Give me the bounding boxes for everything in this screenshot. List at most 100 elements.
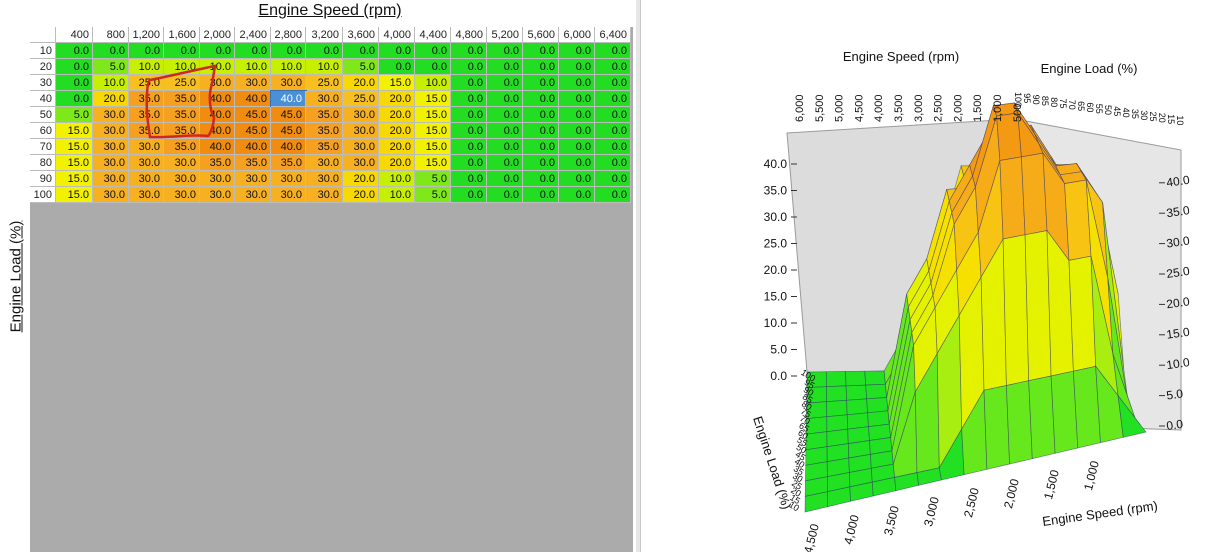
row-header[interactable]: 90 (30, 171, 56, 187)
table-cell[interactable]: 0.0 (56, 75, 93, 91)
table-cell[interactable]: 20.0 (379, 107, 415, 123)
column-header[interactable]: 6,000 (559, 27, 595, 43)
table-cell[interactable]: 0.0 (487, 139, 523, 155)
table-cell[interactable]: 0.0 (56, 59, 93, 75)
table-cell[interactable]: 25.0 (129, 75, 164, 91)
table-cell[interactable]: 0.0 (451, 123, 487, 139)
table-cell[interactable]: 0.0 (523, 139, 559, 155)
table-cell[interactable]: 0.0 (595, 43, 631, 59)
table-cell[interactable]: 45.0 (271, 123, 306, 139)
table-cell[interactable]: 40.0 (200, 123, 235, 139)
table-cell[interactable]: 0.0 (415, 43, 451, 59)
table-cell[interactable]: 35.0 (129, 123, 164, 139)
column-header[interactable]: 3,600 (343, 27, 379, 43)
table-cell[interactable]: 30.0 (200, 75, 235, 91)
table-cell[interactable]: 0.0 (487, 43, 523, 59)
table-cell[interactable]: 5.0 (415, 187, 451, 203)
table-cell[interactable]: 20.0 (379, 91, 415, 107)
table-cell[interactable]: 0.0 (487, 123, 523, 139)
row-header[interactable]: 20 (30, 59, 56, 75)
table-cell[interactable]: 0.0 (595, 155, 631, 171)
table-cell[interactable]: 30.0 (306, 171, 343, 187)
column-header[interactable]: 5,600 (523, 27, 559, 43)
table-cell[interactable]: 30.0 (164, 171, 200, 187)
panel-splitter[interactable] (636, 0, 640, 552)
table-cell[interactable]: 35.0 (164, 91, 200, 107)
table-cell[interactable]: 0.0 (559, 187, 595, 203)
table-cell[interactable]: 0.0 (487, 187, 523, 203)
table-cell[interactable]: 15.0 (56, 155, 93, 171)
row-header[interactable]: 70 (30, 139, 56, 155)
table-cell[interactable]: 0.0 (595, 139, 631, 155)
table-cell[interactable]: 15.0 (56, 123, 93, 139)
table-cell[interactable]: 30.0 (93, 187, 129, 203)
table-cell[interactable]: 35.0 (164, 139, 200, 155)
table-cell[interactable]: 0.0 (487, 155, 523, 171)
table-cell[interactable]: 35.0 (129, 91, 164, 107)
column-header[interactable]: 4,400 (415, 27, 451, 43)
table-cell[interactable]: 30.0 (129, 171, 164, 187)
table-cell[interactable]: 35.0 (164, 123, 200, 139)
table-cell[interactable]: 0.0 (235, 43, 271, 59)
table-cell[interactable]: 15.0 (415, 91, 451, 107)
table-cell[interactable]: 40.0 (235, 139, 271, 155)
table-cell[interactable]: 20.0 (343, 75, 379, 91)
table-cell[interactable]: 10.0 (164, 59, 200, 75)
table-cell[interactable]: 5.0 (415, 171, 451, 187)
table-cell[interactable]: 10.0 (200, 59, 235, 75)
column-header[interactable]: 2,400 (235, 27, 271, 43)
table-cell[interactable]: 0.0 (523, 187, 559, 203)
table-cell[interactable]: 10.0 (306, 59, 343, 75)
table-cell[interactable]: 45.0 (271, 107, 306, 123)
table-cell[interactable]: 30.0 (93, 123, 129, 139)
table-cell[interactable]: 30.0 (129, 155, 164, 171)
row-header[interactable]: 30 (30, 75, 56, 91)
table-cell[interactable]: 40.0 (200, 139, 235, 155)
table-cell[interactable]: 0.0 (164, 43, 200, 59)
table-cell[interactable]: 10.0 (129, 59, 164, 75)
table-cell[interactable]: 0.0 (523, 43, 559, 59)
table-cell[interactable]: 10.0 (235, 59, 271, 75)
table-cell[interactable]: 30.0 (93, 155, 129, 171)
table-cell[interactable]: 15.0 (379, 75, 415, 91)
table-cell[interactable]: 15.0 (56, 171, 93, 187)
table-cell[interactable]: 40.0 (270, 90, 307, 108)
table-cell[interactable]: 30.0 (343, 123, 379, 139)
table-cell[interactable]: 15.0 (415, 139, 451, 155)
row-header[interactable]: 80 (30, 155, 56, 171)
table-cell[interactable]: 20.0 (343, 187, 379, 203)
table-cell[interactable]: 0.0 (559, 155, 595, 171)
table-cell[interactable]: 0.0 (595, 75, 631, 91)
table-cell[interactable]: 0.0 (271, 43, 306, 59)
table-cell[interactable]: 15.0 (415, 107, 451, 123)
table-cell[interactable]: 15.0 (415, 123, 451, 139)
column-header[interactable]: 6,400 (595, 27, 631, 43)
column-header[interactable]: 1,600 (164, 27, 200, 43)
table-cell[interactable]: 30.0 (235, 75, 271, 91)
table-cell[interactable]: 20.0 (379, 155, 415, 171)
table-cell[interactable]: 0.0 (451, 59, 487, 75)
table-cell[interactable]: 35.0 (129, 107, 164, 123)
table-cell[interactable]: 15.0 (56, 187, 93, 203)
table-cell[interactable]: 0.0 (523, 59, 559, 75)
column-header[interactable]: 4,800 (451, 27, 487, 43)
surface-chart[interactable]: 0.0 5.0 10.0 15.0 20.0 25.0 30.0 35.0 40.0 0.0 5.0… (641, 0, 1216, 552)
table-cell[interactable]: 20.0 (379, 123, 415, 139)
table-cell[interactable]: 30.0 (129, 187, 164, 203)
table-cell[interactable]: 0.0 (56, 91, 93, 107)
table-cell[interactable]: 30.0 (343, 139, 379, 155)
table-cell[interactable]: 0.0 (451, 155, 487, 171)
table-cell[interactable]: 0.0 (595, 187, 631, 203)
table-cell[interactable]: 30.0 (93, 107, 129, 123)
table-cell[interactable]: 0.0 (559, 107, 595, 123)
table-cell[interactable]: 0.0 (559, 171, 595, 187)
table-cell[interactable]: 0.0 (559, 75, 595, 91)
table-cell[interactable]: 0.0 (487, 107, 523, 123)
table-cell[interactable]: 0.0 (487, 171, 523, 187)
table-cell[interactable]: 0.0 (451, 187, 487, 203)
table-cell[interactable]: 0.0 (451, 43, 487, 59)
table-cell[interactable]: 30.0 (271, 187, 306, 203)
column-header[interactable]: 3,200 (306, 27, 343, 43)
table-cell[interactable]: 0.0 (200, 43, 235, 59)
table-cell[interactable]: 10.0 (415, 75, 451, 91)
